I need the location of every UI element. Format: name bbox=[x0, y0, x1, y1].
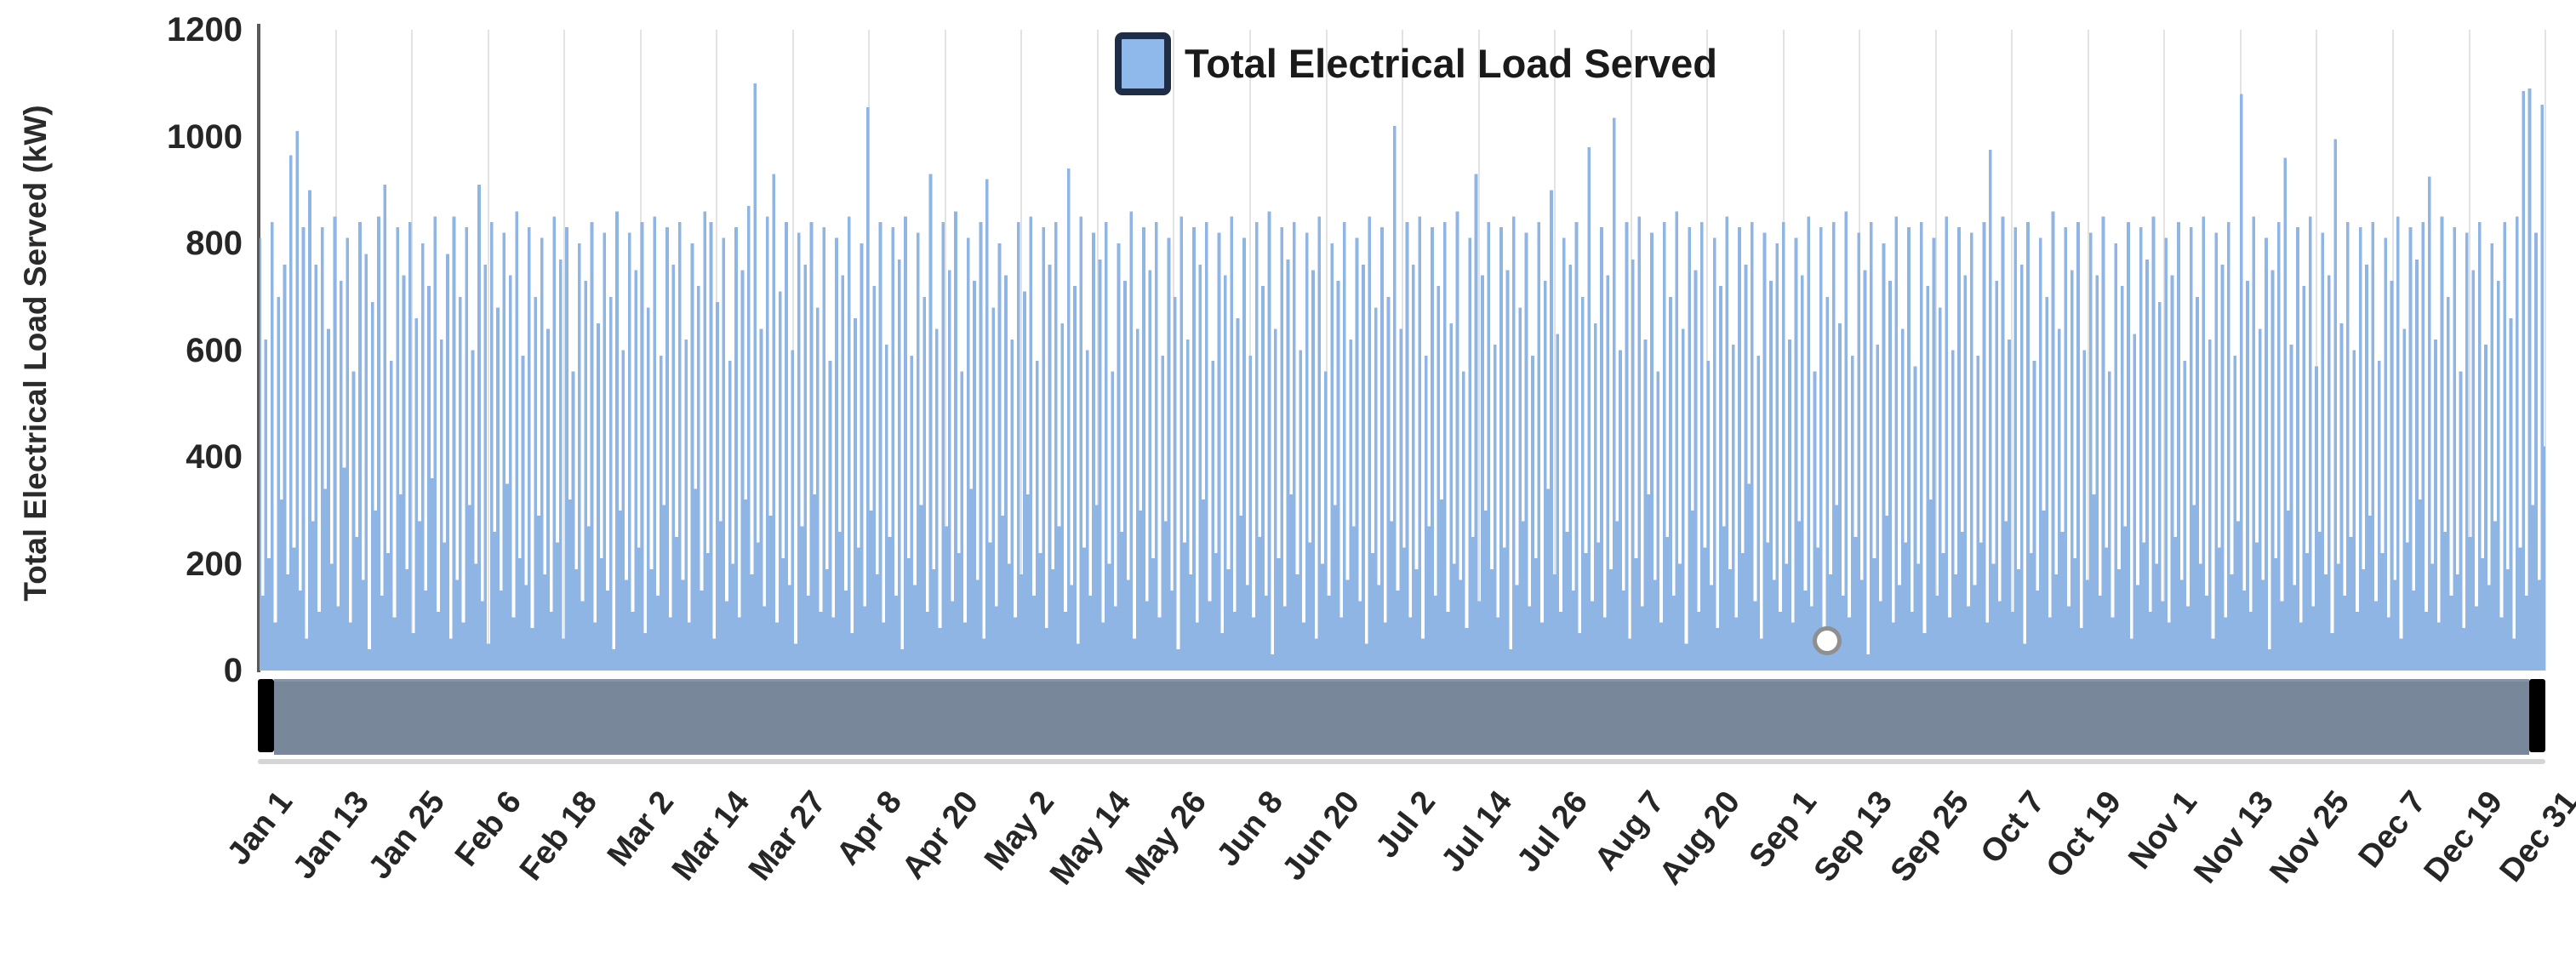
gridline bbox=[944, 30, 946, 671]
gridline bbox=[2316, 30, 2318, 671]
gridline bbox=[1554, 30, 1556, 671]
gridline bbox=[487, 30, 489, 671]
gridline bbox=[2468, 30, 2470, 671]
y-tick-label: 600 bbox=[186, 331, 243, 369]
y-tick-label: 1200 bbox=[167, 11, 243, 49]
y-tick-label: 400 bbox=[186, 438, 243, 476]
gridline bbox=[1477, 30, 1480, 671]
y-tick-label: 1000 bbox=[167, 117, 243, 156]
y-tick-label: 200 bbox=[186, 545, 243, 583]
scrollbar-left-cap[interactable] bbox=[258, 679, 274, 752]
chart-marker[interactable] bbox=[1813, 626, 1842, 655]
gridline bbox=[563, 30, 566, 671]
legend-label: Total Electrical Load Served bbox=[1185, 41, 1718, 86]
y-tick-label: 0 bbox=[223, 652, 243, 689]
gridline bbox=[2545, 30, 2546, 671]
scrollbar-thumb[interactable] bbox=[274, 679, 2529, 755]
y-axis-title: Total Electrical Load Served (kW) bbox=[18, 105, 53, 602]
range-scrollbar[interactable] bbox=[258, 679, 2545, 755]
gridline bbox=[1020, 30, 1023, 671]
gridline bbox=[1325, 30, 1328, 671]
gridline bbox=[1934, 30, 1937, 671]
gridline bbox=[411, 30, 414, 671]
y-tick-label: 800 bbox=[186, 225, 243, 262]
gridline bbox=[1706, 30, 1709, 671]
load-series-path bbox=[260, 83, 2545, 671]
gridline bbox=[2087, 30, 2089, 671]
gridline bbox=[2163, 30, 2166, 671]
gridline bbox=[1248, 30, 1251, 671]
legend-swatch bbox=[1115, 32, 1171, 95]
gridline bbox=[1096, 30, 1099, 671]
load-series-area[interactable] bbox=[260, 30, 2545, 671]
gridline bbox=[2011, 30, 2013, 671]
legend: Total Electrical Load Served bbox=[1115, 32, 1717, 95]
scrollbar-track-line[interactable] bbox=[258, 759, 2545, 764]
scrollbar-right-cap[interactable] bbox=[2529, 679, 2545, 752]
y-axis-line bbox=[257, 24, 260, 672]
gridline bbox=[1630, 30, 1632, 671]
